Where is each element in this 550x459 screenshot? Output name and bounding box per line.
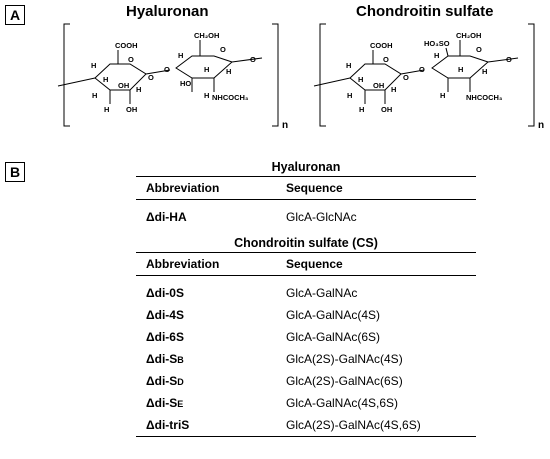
chondroitin-header-row: Abbreviation Sequence bbox=[136, 253, 476, 275]
disaccharide-table: Hyaluronan Abbreviation Sequence Δdi-HA … bbox=[136, 158, 476, 437]
svg-text:H: H bbox=[458, 65, 463, 74]
table-row: Δdi-6S GlcA-GalNAc(6S) bbox=[146, 330, 381, 344]
hyaluronan-ch2oh-label: CH₂OH bbox=[194, 31, 219, 40]
panel-b-label: B bbox=[5, 162, 25, 182]
svg-text:OH: OH bbox=[118, 81, 129, 90]
hyaluronan-title: Hyaluronan bbox=[126, 3, 209, 20]
hyaluronan-nhcoch3-label: NHCOCH₃ bbox=[212, 93, 249, 102]
chondroitin-ho3so-label: HO₃SO bbox=[424, 39, 450, 48]
hyaluronan-header-row: Abbreviation Sequence bbox=[136, 177, 476, 199]
chondroitin-title: Chondroitin sulfate bbox=[356, 3, 494, 20]
chemical-structures: COOH O H H OH H H OH H O O CH₂OH O H HO … bbox=[57, 23, 544, 131]
chondroitin-left-bracket bbox=[319, 23, 326, 127]
abbreviation-header: Abbreviation bbox=[146, 257, 220, 271]
chondroitin-nhcoch3-label: NHCOCH₃ bbox=[466, 93, 503, 102]
chondroitin-section-title: Chondroitin sulfate (CS) bbox=[234, 236, 378, 250]
svg-text:H: H bbox=[346, 61, 351, 70]
svg-text:O: O bbox=[128, 55, 134, 64]
hyaluronan-repeat-n: n bbox=[282, 120, 288, 131]
svg-text:O: O bbox=[148, 73, 154, 82]
svg-text:HO: HO bbox=[180, 79, 191, 88]
hyaluronan-right-bracket bbox=[272, 23, 279, 127]
svg-text:H: H bbox=[204, 91, 209, 100]
panel-a-label: A bbox=[5, 5, 25, 25]
svg-text:H: H bbox=[204, 65, 209, 74]
chondroitin-repeat-n: n bbox=[538, 120, 544, 131]
svg-text:H: H bbox=[347, 91, 352, 100]
svg-text:H: H bbox=[226, 67, 231, 76]
table-row: Δdi-triS GlcA(2S)-GalNAc(4S,6S) bbox=[146, 418, 421, 432]
table-row: Δdi-SB GlcA(2S)-GalNAc(4S) bbox=[146, 352, 403, 366]
svg-text:O: O bbox=[403, 73, 409, 82]
svg-text:H: H bbox=[434, 51, 439, 60]
hyaluronan-section-title: Hyaluronan bbox=[271, 160, 341, 174]
svg-text:OH: OH bbox=[381, 105, 392, 114]
svg-text:H: H bbox=[482, 67, 487, 76]
svg-text:H: H bbox=[359, 105, 364, 114]
chondroitin-right-bracket bbox=[528, 23, 535, 127]
svg-text:O: O bbox=[506, 55, 512, 64]
svg-text:OH: OH bbox=[126, 105, 137, 114]
svg-text:H: H bbox=[103, 75, 108, 84]
svg-text:O: O bbox=[419, 65, 425, 74]
chondroitin-ch2oh-label: CH₂OH bbox=[456, 31, 481, 40]
svg-text:H: H bbox=[91, 61, 96, 70]
table-row: Δdi-SD GlcA(2S)-GalNAc(6S) bbox=[146, 374, 403, 388]
abbreviation-header: Abbreviation bbox=[146, 181, 220, 195]
chondroitin-cooh-label: COOH bbox=[370, 41, 393, 50]
svg-text:H: H bbox=[136, 85, 141, 94]
table-row: Δdi-HA GlcA-GlcNAc bbox=[146, 210, 357, 224]
svg-text:H: H bbox=[104, 105, 109, 114]
svg-text:O: O bbox=[383, 55, 389, 64]
svg-text:H: H bbox=[92, 91, 97, 100]
svg-text:H: H bbox=[440, 91, 445, 100]
hyaluronan-left-bracket bbox=[63, 23, 70, 127]
svg-text:O: O bbox=[220, 45, 226, 54]
sequence-header: Sequence bbox=[286, 181, 343, 195]
svg-text:O: O bbox=[164, 65, 170, 74]
svg-text:O: O bbox=[476, 45, 482, 54]
sequence-header: Sequence bbox=[286, 257, 343, 271]
svg-text:H: H bbox=[358, 75, 363, 84]
svg-text:H: H bbox=[178, 51, 183, 60]
hyaluronan-cooh-label: COOH bbox=[115, 41, 138, 50]
table-row: Δdi-0S GlcA-GalNAc bbox=[146, 286, 358, 300]
svg-text:O: O bbox=[250, 55, 256, 64]
svg-text:H: H bbox=[391, 85, 396, 94]
svg-text:OH: OH bbox=[373, 81, 384, 90]
table-row: Δdi-4S GlcA-GalNAc(4S) bbox=[146, 308, 381, 322]
table-row: Δdi-SE GlcA-GalNAc(4S,6S) bbox=[146, 396, 399, 410]
